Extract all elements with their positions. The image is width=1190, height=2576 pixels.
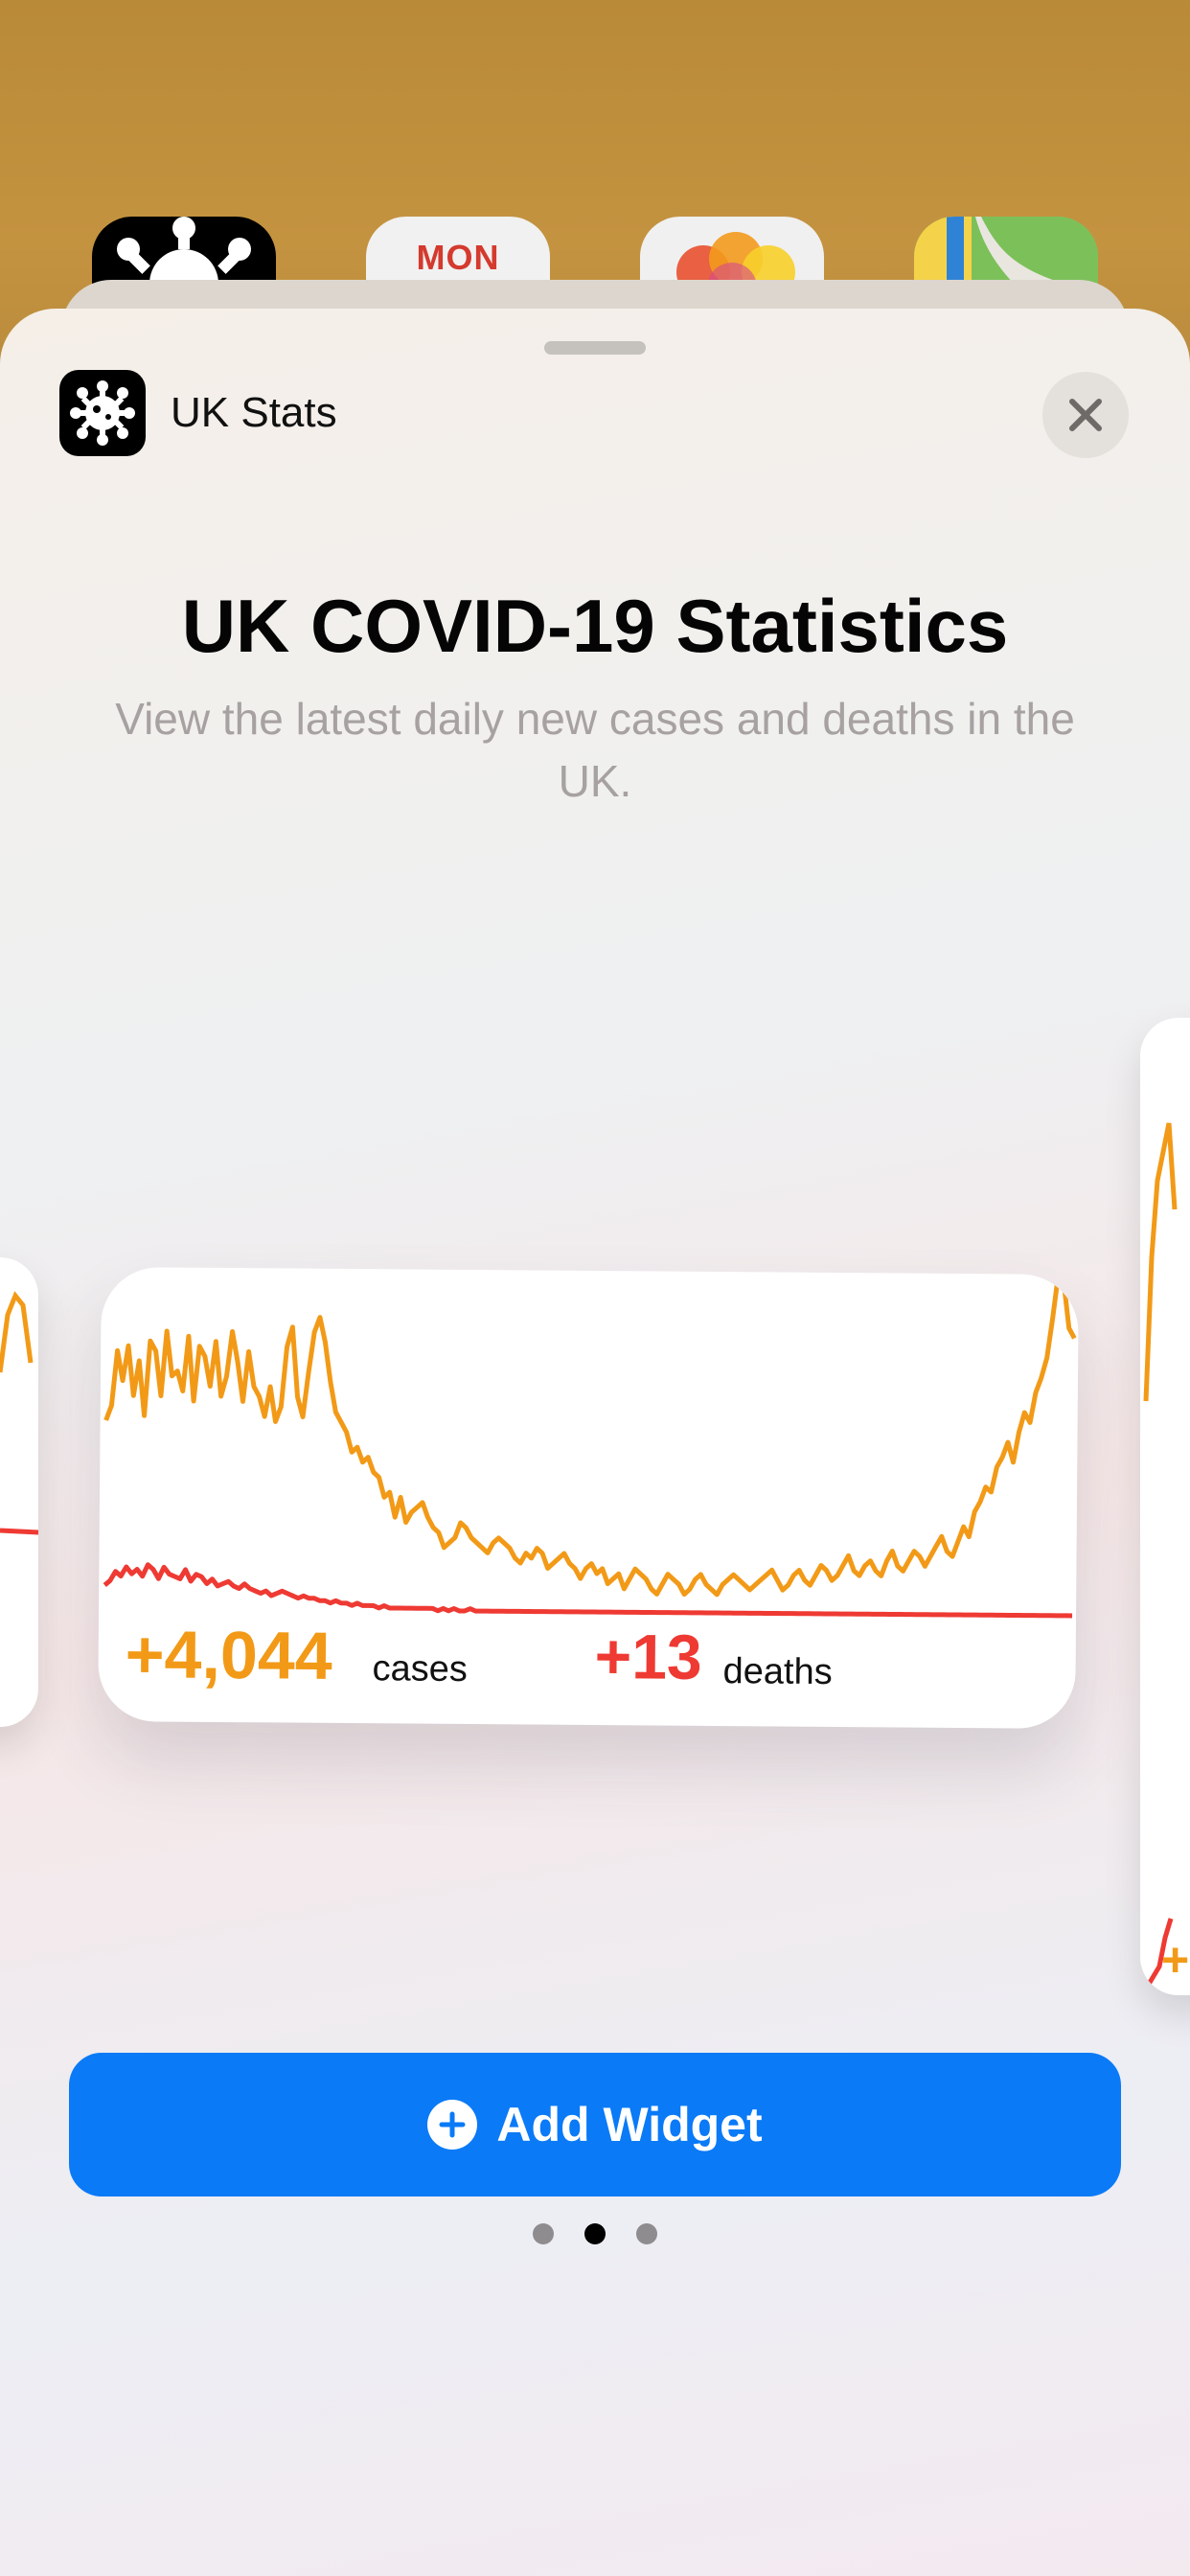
app-header-icon	[59, 370, 146, 456]
deaths-label: deaths	[722, 1651, 833, 1693]
widget-description: View the latest daily new cases and deat…	[115, 694, 1075, 806]
svg-text:+: +	[1161, 1933, 1189, 1987]
previous-widget-preview[interactable]	[0, 1257, 38, 1727]
deaths-value: +13	[594, 1621, 702, 1692]
next-widget-preview[interactable]: +	[1140, 1018, 1190, 1995]
calendar-day-label: MON	[416, 238, 500, 277]
previous-widget-chart	[0, 1291, 38, 1535]
widget-title: UK COVID-19 Statistics	[181, 584, 1009, 668]
cases-deaths-chart	[103, 1271, 1077, 1619]
covid-stats-widget-preview[interactable]: +4,044 cases +13 deaths	[98, 1267, 1079, 1729]
plus-circle-icon	[427, 2100, 478, 2150]
sheet-grabber[interactable]	[544, 341, 646, 355]
page-dot-2[interactable]	[584, 2223, 606, 2244]
widget-gallery-sheet: UK Stats UK COVID-19 Statistics View the…	[0, 309, 1190, 2576]
page-dot-1[interactable]	[533, 2223, 554, 2244]
page-dot-3[interactable]	[636, 2223, 657, 2244]
page-indicator[interactable]	[0, 2223, 1190, 2244]
add-widget-button[interactable]: Add Widget	[69, 2053, 1121, 2196]
close-icon	[1069, 399, 1102, 431]
app-name: UK Stats	[171, 389, 337, 436]
deaths-series-line	[103, 1562, 1073, 1619]
close-button[interactable]	[1042, 372, 1129, 458]
cases-series-line	[103, 1271, 1077, 1598]
add-widget-label: Add Widget	[496, 2098, 763, 2151]
cases-value: +4,044	[125, 1617, 333, 1693]
virus-icon	[70, 380, 135, 446]
next-widget-chart: +	[1140, 1122, 1189, 1995]
cases-label: cases	[372, 1648, 469, 1690]
